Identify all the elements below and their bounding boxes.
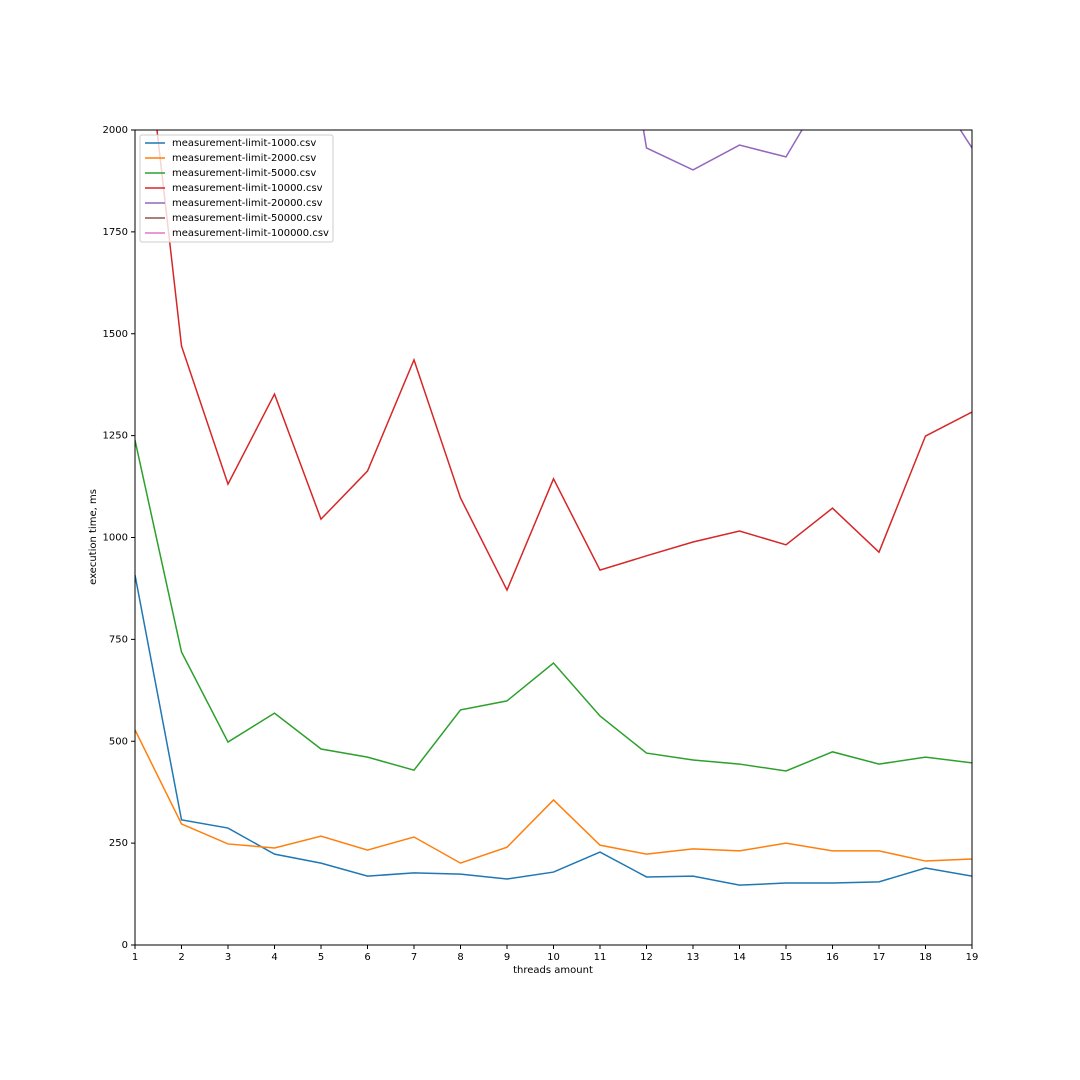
y-tick-label: 1250 [103, 431, 128, 442]
x-tick-label: 4 [271, 952, 277, 963]
y-tick-label: 500 [109, 736, 128, 747]
series-line [135, 574, 972, 886]
legend-label: measurement-limit-50000.csv [172, 213, 323, 224]
y-axis-label: execution time, ms [88, 489, 99, 585]
y-tick-label: 250 [109, 838, 128, 849]
x-tick-label: 15 [780, 952, 793, 963]
y-tick-label: 0 [122, 940, 128, 951]
series-line [135, 439, 972, 772]
y-tick-label: 1500 [103, 329, 128, 340]
legend-label: measurement-limit-10000.csv [172, 183, 323, 194]
legend-label: measurement-limit-20000.csv [172, 198, 323, 209]
x-tick-label: 11 [594, 952, 607, 963]
x-tick-label: 7 [411, 952, 417, 963]
y-tick-label: 1000 [103, 533, 128, 544]
x-tick-label: 5 [318, 952, 324, 963]
x-tick-label: 19 [966, 952, 979, 963]
legend-label: measurement-limit-1000.csv [172, 138, 316, 149]
x-tick-label: 1 [132, 952, 138, 963]
series-line [642, 130, 972, 171]
x-tick-label: 14 [733, 952, 746, 963]
legend-label: measurement-limit-5000.csv [172, 168, 316, 179]
x-tick-label: 13 [687, 952, 700, 963]
x-tick-label: 17 [873, 952, 886, 963]
legend-label: measurement-limit-100000.csv [172, 228, 329, 239]
plot-area [135, 130, 972, 886]
y-tick-label: 750 [109, 634, 128, 645]
legend: measurement-limit-1000.csv measurement-li… [139, 134, 334, 243]
x-tick-label: 6 [364, 952, 370, 963]
x-tick-label: 12 [640, 952, 653, 963]
y-tick-label: 2000 [103, 125, 128, 136]
x-tick-label: 16 [826, 952, 839, 963]
x-tick-label: 2 [178, 952, 184, 963]
x-tick-label: 18 [919, 952, 932, 963]
series-line [156, 130, 972, 592]
legend-label: measurement-limit-2000.csv [172, 153, 316, 164]
series-line [135, 729, 972, 864]
y-tick-label: 1750 [103, 227, 128, 238]
x-tick-label: 9 [504, 952, 510, 963]
axes-frame [134, 129, 973, 946]
x-axis-label: threads amount [513, 965, 593, 976]
x-tick-label: 8 [457, 952, 463, 963]
x-tick-label: 3 [225, 952, 231, 963]
legend-box [139, 134, 334, 243]
x-tick-label: 10 [547, 952, 560, 963]
